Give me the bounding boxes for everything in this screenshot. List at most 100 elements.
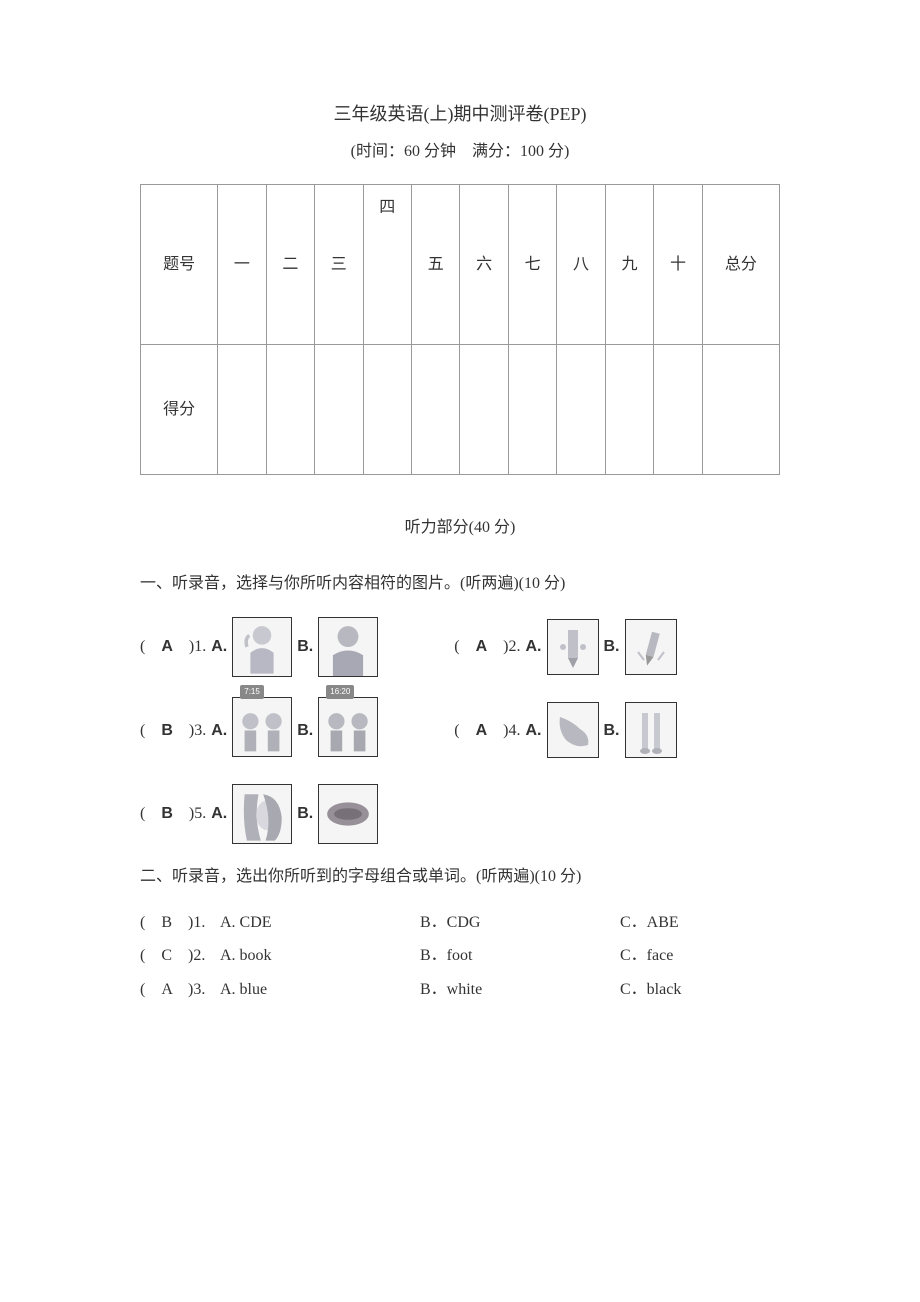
q5-num: 5 — [194, 805, 202, 822]
woman-waving-icon — [233, 618, 291, 676]
col-9: 九 — [605, 185, 653, 345]
mouth-icon — [319, 785, 377, 843]
q2-label-b: B. — [604, 634, 620, 660]
q4-paren: ( A )4. — [454, 718, 520, 744]
section1-row3: ( B )5. A. B. — [140, 784, 780, 844]
q5-label-b: B. — [297, 801, 313, 827]
q5-img-a — [232, 784, 292, 844]
col-total: 总分 — [702, 185, 779, 345]
s2-q3-a: A. blue — [220, 977, 420, 1003]
q1-img-a — [232, 617, 292, 677]
q1-num: 1 — [194, 638, 202, 655]
s2-q3-b: B．white — [420, 977, 620, 1003]
q3-label-a: A. — [211, 718, 227, 744]
two-kids-morning-icon — [233, 698, 291, 756]
s2-q2-paren: ( C )2. — [140, 943, 220, 969]
q3-answer: B — [161, 722, 173, 739]
q5-img-b — [318, 784, 378, 844]
s2-q1-b: B．CDG — [420, 910, 620, 936]
q4-answer: A — [476, 722, 488, 739]
col-4: 四 — [363, 185, 411, 345]
s2-q2-c: C．face — [620, 943, 673, 969]
col-1: 一 — [218, 185, 266, 345]
q3: ( B )3. A. 7:15 B. 16:20 — [140, 697, 378, 765]
q4: ( A )4. A. B. — [454, 702, 676, 758]
score-cell — [315, 345, 363, 475]
s2-q1: ( B )1. A. CDE B．CDG C．ABE — [140, 910, 780, 936]
q1-label-a: A. — [211, 634, 227, 660]
col-8: 八 — [557, 185, 605, 345]
q3-time-a: 7:15 — [240, 685, 264, 700]
score-cell — [654, 345, 702, 475]
col-3: 三 — [315, 185, 363, 345]
q1: ( A )1. A. B. — [140, 617, 378, 677]
q3-img-b — [318, 697, 378, 757]
q4-label-b: B. — [604, 718, 620, 744]
s2-q2-num: 2 — [193, 947, 201, 964]
q5-answer: B — [161, 805, 173, 822]
q4-num: 4 — [509, 722, 517, 739]
s2-q3: ( A )3. A. blue B．white C．black — [140, 977, 780, 1003]
pencil-character-icon — [548, 620, 598, 674]
section1-heading: 一、听录音，选择与你所听内容相符的图片。(听两遍)(10 分) — [140, 571, 780, 597]
legs-icon — [626, 703, 676, 757]
col-5: 五 — [411, 185, 459, 345]
q2-label-a: A. — [526, 634, 542, 660]
score-cell — [702, 345, 779, 475]
s2-q1-answer: B — [161, 914, 172, 931]
two-kids-afternoon-icon — [319, 698, 377, 756]
s2-q2-a: A. book — [220, 943, 420, 969]
q2-paren: ( A )2. — [454, 634, 520, 660]
col-10: 十 — [654, 185, 702, 345]
q3-img-a — [232, 697, 292, 757]
s2-q1-num: 1 — [193, 914, 201, 931]
score-table: 题号 一 二 三 四 五 六 七 八 九 十 总分 得分 — [140, 184, 780, 475]
page-subtitle: (时间：60 分钟 满分：100 分) — [140, 139, 780, 165]
s2-q3-paren: ( A )3. — [140, 977, 220, 1003]
score-cell — [411, 345, 459, 475]
page-title: 三年级英语(上)期中测评卷(PEP) — [140, 100, 780, 129]
section1-row2: ( B )3. A. 7:15 B. 16:20 ( A )4. A. B. — [140, 697, 780, 765]
score-cell — [218, 345, 266, 475]
q4-img-a — [547, 702, 599, 758]
score-label: 得分 — [141, 345, 218, 475]
q1-label-b: B. — [297, 634, 313, 660]
s2-q1-c: C．ABE — [620, 910, 679, 936]
col-2: 二 — [266, 185, 314, 345]
pencil-jumping-icon — [626, 620, 676, 674]
header-label: 题号 — [141, 185, 218, 345]
score-cell — [363, 345, 411, 475]
q1-img-b — [318, 617, 378, 677]
q2: ( A )2. A. B. — [454, 619, 676, 675]
q3-num: 3 — [194, 722, 202, 739]
q2-answer: A — [476, 638, 488, 655]
score-cell — [508, 345, 556, 475]
section2-heading: 二、听录音，选出你所听到的字母组合或单词。(听两遍)(10 分) — [140, 864, 780, 890]
q3-time-b: 16:20 — [326, 685, 354, 700]
score-table-header-row: 题号 一 二 三 四 五 六 七 八 九 十 总分 — [141, 185, 780, 345]
col-6: 六 — [460, 185, 508, 345]
hair-face-icon — [233, 785, 291, 843]
foot-icon — [548, 703, 598, 757]
q3-label-b: B. — [297, 718, 313, 744]
score-table-score-row: 得分 — [141, 345, 780, 475]
section1-row1: ( A )1. A. B. ( A )2. A. B. — [140, 617, 780, 677]
score-cell — [266, 345, 314, 475]
s2-q3-answer: A — [161, 981, 172, 998]
col-7: 七 — [508, 185, 556, 345]
q5-paren: ( B )5. — [140, 801, 206, 827]
q2-img-a — [547, 619, 599, 675]
score-cell — [605, 345, 653, 475]
score-cell — [460, 345, 508, 475]
s2-q3-c: C．black — [620, 977, 681, 1003]
s2-q3-num: 3 — [193, 981, 201, 998]
q1-answer: A — [161, 638, 173, 655]
q5: ( B )5. A. B. — [140, 784, 378, 844]
s2-q1-paren: ( B )1. — [140, 910, 220, 936]
q1-paren: ( A )1. — [140, 634, 206, 660]
q2-num: 2 — [509, 638, 517, 655]
score-cell — [557, 345, 605, 475]
s2-q1-a: A. CDE — [220, 910, 420, 936]
person-icon — [319, 618, 377, 676]
s2-q2-b: B．foot — [420, 943, 620, 969]
